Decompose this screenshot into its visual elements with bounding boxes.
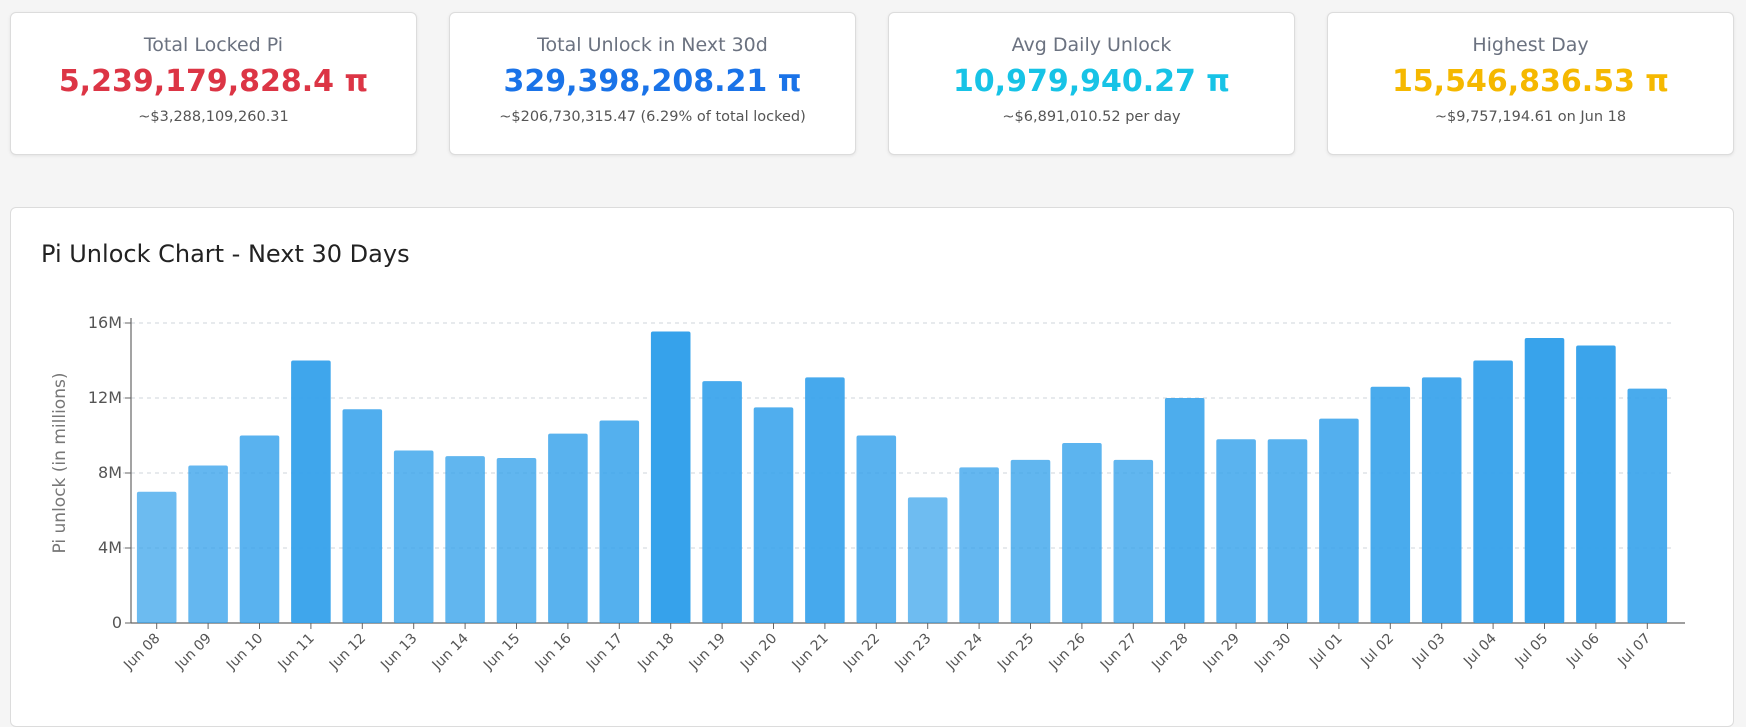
x-tick-label: Jun 26 bbox=[1045, 630, 1088, 673]
bar-chart: 0 4M 8M 12M 16M Pi unlock (in millions) Jun 08… bbox=[50, 313, 1685, 674]
x-tick-label: Jun 15 bbox=[480, 631, 523, 674]
stat-card-highest-day: Highest Day 15,546,836.53 π ~$9,757,194.… bbox=[1327, 12, 1734, 155]
bar[interactable] bbox=[1164, 398, 1205, 623]
bar[interactable] bbox=[548, 433, 588, 623]
x-tick-label: Jul 02 bbox=[1357, 631, 1397, 671]
chart-panel: Pi Unlock Chart - Next 30 Days 0 4M 8M 12M 1… bbox=[10, 207, 1734, 727]
x-tick-label: Jul 01 bbox=[1306, 631, 1346, 671]
x-tick-label: Jun 29 bbox=[1200, 631, 1243, 674]
x-tick-label: Jun 20 bbox=[737, 631, 780, 674]
x-tick-label: Jun 11 bbox=[274, 631, 317, 674]
y-tick-label: 16M bbox=[88, 313, 122, 332]
card-value: 5,239,179,828.4 π bbox=[58, 64, 369, 99]
bar[interactable] bbox=[1473, 360, 1513, 624]
bar[interactable] bbox=[1627, 388, 1668, 623]
y-axis-label: Pi unlock (in millions) bbox=[50, 373, 70, 554]
bar[interactable] bbox=[907, 497, 948, 623]
bar[interactable] bbox=[291, 360, 331, 624]
x-tick-label: Jul 03 bbox=[1409, 631, 1449, 671]
stat-card-total-locked: Total Locked Pi 5,239,179,828.4 π ~$3,28… bbox=[10, 12, 417, 155]
y-tick-label: 8M bbox=[98, 463, 122, 482]
bar[interactable] bbox=[1524, 338, 1565, 623]
bar[interactable] bbox=[805, 377, 845, 623]
bar[interactable] bbox=[136, 491, 177, 623]
x-tick-label: Jun 09 bbox=[172, 631, 215, 674]
y-tick-label: 12M bbox=[88, 388, 122, 407]
x-tick-label: Jun 27 bbox=[1097, 631, 1140, 674]
bar[interactable] bbox=[393, 450, 434, 624]
bar[interactable] bbox=[1421, 377, 1462, 623]
x-tick-label: Jun 10 bbox=[223, 631, 266, 674]
bar[interactable] bbox=[753, 407, 794, 623]
x-tick-label: Jun 25 bbox=[994, 631, 1037, 674]
x-tick-label: Jun 28 bbox=[1148, 631, 1191, 674]
card-title: Total Unlock in Next 30d bbox=[537, 34, 768, 56]
y-tick-label: 4M bbox=[98, 538, 122, 557]
bar[interactable] bbox=[959, 467, 999, 623]
card-subtext: ~$206,730,315.47 (6.29% of total locked) bbox=[499, 109, 806, 125]
x-tick-label: Jun 21 bbox=[788, 631, 831, 674]
x-tick-label: Jun 24 bbox=[943, 630, 986, 673]
x-tick-label: Jun 30 bbox=[1251, 631, 1294, 674]
x-tick-label: Jun 16 bbox=[531, 630, 574, 673]
x-tick-label: Jul 04 bbox=[1460, 630, 1500, 670]
bar[interactable] bbox=[1216, 439, 1256, 623]
card-value: 10,979,940.27 π bbox=[952, 64, 1231, 99]
bar[interactable] bbox=[856, 435, 897, 624]
bar[interactable] bbox=[1062, 443, 1102, 623]
x-tick-label: Jun 23 bbox=[891, 631, 934, 674]
card-title: Total Locked Pi bbox=[143, 34, 284, 56]
chart-title: Pi Unlock Chart - Next 30 Days bbox=[41, 240, 410, 268]
bar[interactable] bbox=[239, 435, 280, 624]
card-title: Avg Daily Unlock bbox=[1011, 34, 1172, 56]
bar[interactable] bbox=[188, 465, 228, 624]
x-tick-label: Jun 18 bbox=[634, 631, 677, 674]
y-tick-label: 0 bbox=[112, 613, 122, 632]
x-tick-label: Jun 12 bbox=[326, 631, 369, 674]
stat-card-unlock-30d: Total Unlock in Next 30d 329,398,208.21 … bbox=[449, 12, 856, 155]
bar[interactable] bbox=[1370, 386, 1411, 623]
x-tick-label: Jul 07 bbox=[1614, 631, 1654, 671]
bar[interactable] bbox=[342, 409, 383, 623]
bar[interactable] bbox=[496, 458, 537, 623]
card-value: 329,398,208.21 π bbox=[503, 64, 802, 99]
bar[interactable] bbox=[445, 456, 485, 623]
x-tick-label: Jun 14 bbox=[429, 630, 472, 673]
bar[interactable] bbox=[1267, 439, 1308, 623]
bar[interactable] bbox=[1113, 459, 1154, 623]
bar[interactable] bbox=[1010, 459, 1051, 623]
card-value: 15,546,836.53 π bbox=[1391, 64, 1670, 99]
x-tick-label: Jun 17 bbox=[583, 631, 626, 674]
stat-card-avg-daily: Avg Daily Unlock 10,979,940.27 π ~$6,891… bbox=[888, 12, 1295, 155]
x-tick-label: Jul 06 bbox=[1563, 630, 1603, 670]
card-subtext: ~$3,288,109,260.31 bbox=[138, 109, 289, 125]
x-tick-label: Jul 05 bbox=[1512, 631, 1552, 671]
x-tick-label: Jun 22 bbox=[840, 631, 883, 674]
bar[interactable] bbox=[1319, 418, 1359, 623]
x-tick-label: Jun 19 bbox=[686, 631, 729, 674]
bar[interactable] bbox=[1576, 345, 1616, 624]
bar[interactable] bbox=[650, 331, 691, 623]
card-subtext: ~$6,891,010.52 per day bbox=[1002, 109, 1181, 125]
bar[interactable] bbox=[702, 381, 742, 623]
card-title: Highest Day bbox=[1472, 34, 1589, 56]
card-subtext: ~$9,757,194.61 on Jun 18 bbox=[1434, 109, 1627, 125]
bar[interactable] bbox=[599, 420, 640, 624]
x-tick-label: Jun 08 bbox=[120, 631, 163, 674]
x-tick-label: Jun 13 bbox=[377, 631, 420, 674]
